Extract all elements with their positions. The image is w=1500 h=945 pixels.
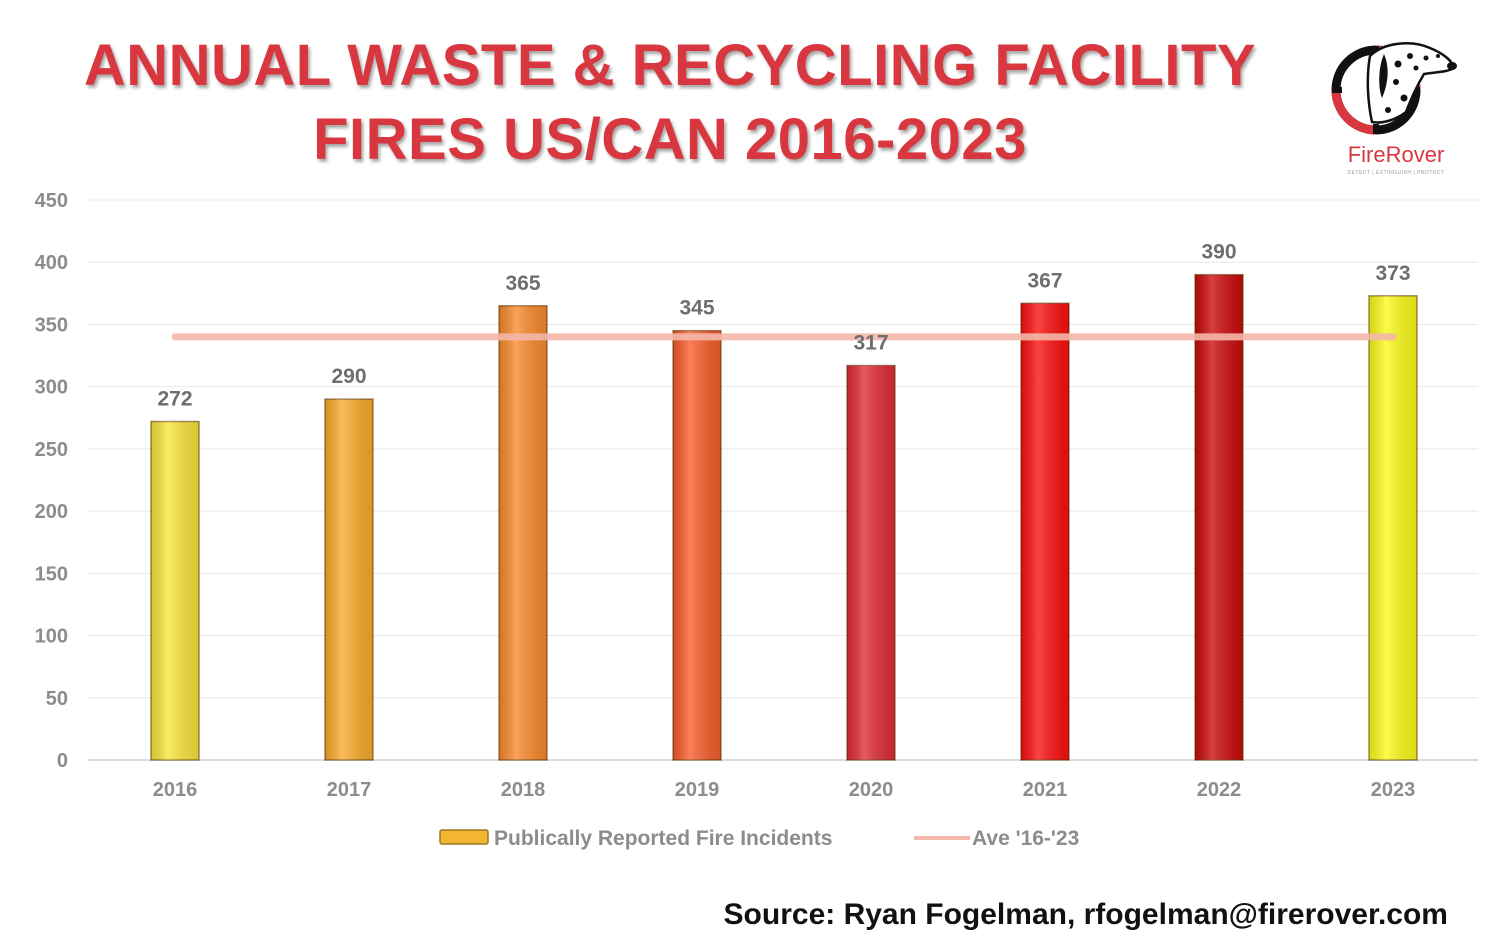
data-label-2021: 367: [1027, 269, 1062, 292]
x-axis-ticks: 2016 2017 2018 2019 2020 2021 2022 2023: [153, 779, 1416, 801]
legend: Publically Reported Fire Incidents Ave '…: [439, 827, 1079, 850]
y-tick-label: 0: [57, 750, 68, 772]
legend-label-bar: Publically Reported Fire Incidents: [494, 827, 832, 850]
y-tick-label: 300: [35, 377, 68, 399]
y-tick-label: 350: [35, 314, 68, 336]
bar-shading-2016: [151, 421, 199, 760]
data-label-2019: 345: [679, 297, 714, 320]
x-tick-label-2019: 2019: [675, 779, 720, 801]
x-tick-label-2021: 2021: [1023, 779, 1068, 801]
x-tick-label-2017: 2017: [327, 779, 372, 801]
bar-shading-2023: [1369, 295, 1417, 760]
data-labels: 272 290 365 345 317 367 390 373: [157, 241, 1410, 411]
logo-tagline: DETECT | EXTINGUISH | PROTECT: [1347, 170, 1445, 176]
x-tick-label-2020: 2020: [849, 779, 894, 801]
x-tick-label-2022: 2022: [1197, 779, 1242, 801]
y-tick-label: 200: [35, 501, 68, 523]
x-tick-label-2023: 2023: [1371, 779, 1416, 801]
data-label-2022: 390: [1201, 241, 1236, 264]
y-tick-label: 400: [35, 252, 68, 274]
data-label-2018: 365: [505, 272, 540, 295]
chart-title-line-2: FIRES US/CAN 2016-2023: [313, 107, 1027, 172]
y-tick-label: 50: [46, 688, 68, 710]
legend-label-line: Ave '16-'23: [972, 827, 1079, 850]
y-tick-label: 100: [35, 626, 68, 648]
data-label-2016: 272: [157, 388, 192, 411]
bars: [150, 273, 1418, 761]
firerover-logo: FireRover DETECT | EXTINGUISH | PROTECT: [1326, 34, 1466, 184]
bar-shading-2021: [1021, 303, 1069, 760]
x-tick-label-2018: 2018: [501, 779, 546, 801]
bar-shading-2017: [325, 399, 373, 760]
data-label-2017: 290: [331, 365, 366, 388]
y-tick-label: 250: [35, 439, 68, 461]
source-credit: Source: Ryan Fogelman, rfogelman@firerov…: [723, 898, 1448, 931]
dalmatian-crosshair-icon: [1331, 42, 1457, 135]
bar-shading-2019: [673, 330, 721, 760]
legend-swatch-bar: [439, 829, 489, 845]
bar-shading-2018: [499, 305, 547, 760]
data-label-2023: 373: [1375, 262, 1410, 285]
bar-shading-2020: [847, 365, 895, 760]
x-tick-label-2016: 2016: [153, 779, 198, 801]
data-label-2020: 317: [853, 332, 888, 355]
gridlines: [88, 199, 1478, 761]
y-tick-label: 450: [35, 190, 68, 212]
chart-title-line-1: ANNUAL WASTE & RECYCLING FACILITY: [83, 33, 1257, 98]
y-axis-ticks: 0 50 100 150 200 250 300 350 400 450: [35, 190, 68, 772]
bar-shading-2022: [1195, 274, 1243, 760]
y-tick-label: 150: [35, 563, 68, 585]
logo-brand-name: FireRover: [1347, 142, 1445, 167]
